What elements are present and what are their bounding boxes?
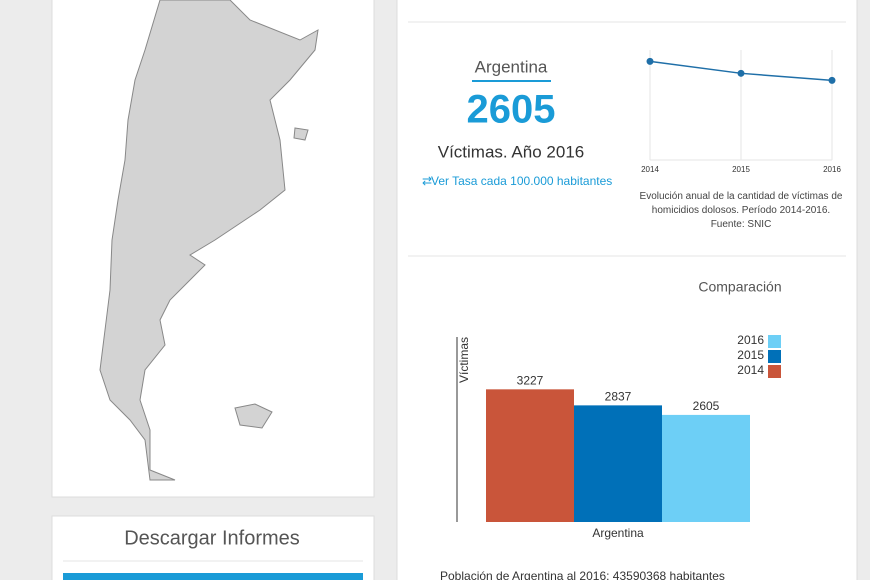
download-title: Descargar Informes: [124, 527, 300, 549]
stat-value: 2605: [467, 88, 556, 132]
y-axis-label: Víctimas: [457, 337, 471, 383]
bar-value-label: 3227: [517, 374, 544, 388]
stat-caption: Víctimas. Año 2016: [438, 142, 584, 161]
x-tick-label: 2015: [732, 165, 750, 174]
map-island: [293, 127, 309, 141]
x-tick-label: 2016: [823, 165, 841, 174]
map: [99, 0, 319, 481]
stat-title: Argentina: [475, 57, 548, 76]
download-card: [51, 515, 375, 580]
line-caption-box: Evolución anual de la cantidad de víctim…: [639, 191, 843, 230]
map-islands: [234, 403, 273, 429]
footnote: Población de Argentina al 2016: 43590368…: [440, 569, 725, 580]
point: [737, 69, 745, 77]
legend-swatch: [768, 350, 781, 363]
legend-label: 2014: [737, 363, 764, 377]
legend-swatch: [768, 335, 781, 348]
point: [828, 76, 836, 84]
rate-link[interactable]: Ver Tasa cada 100.000 habitantes: [431, 174, 612, 188]
bar: [574, 405, 662, 522]
legend-label: 2016: [737, 333, 764, 347]
link-icon[interactable]: ⇄: [422, 174, 432, 188]
line-caption: Evolución anual de la cantidad de víctim…: [639, 191, 843, 230]
bar: [486, 389, 574, 522]
legend-label: 2015: [737, 348, 764, 362]
footnote-box: Población de Argentina al 2016: 43590368…: [440, 569, 725, 580]
x-tick-label: 2014: [641, 165, 659, 174]
bar: [662, 414, 750, 522]
legend-swatch: [768, 365, 781, 378]
bar-value-label: 2605: [693, 399, 720, 413]
point: [646, 57, 654, 65]
bar-value-label: 2837: [605, 390, 632, 404]
download-button[interactable]: [63, 573, 363, 580]
x-tick-label: Argentina: [592, 526, 644, 540]
bar-title: Comparación: [698, 279, 781, 295]
